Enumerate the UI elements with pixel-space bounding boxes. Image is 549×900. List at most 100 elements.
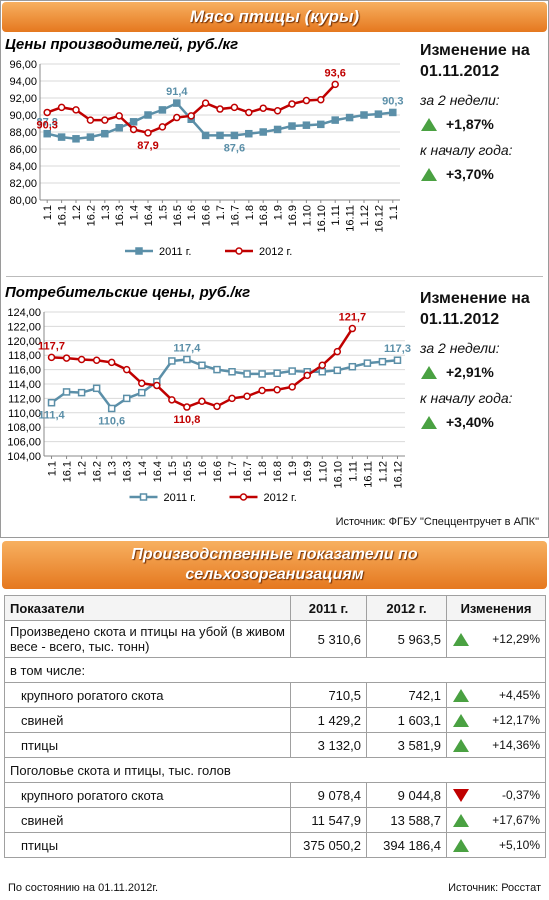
x-tick-label: 1.2 — [77, 461, 89, 476]
marker — [273, 125, 282, 134]
marker — [303, 371, 311, 380]
change-cell: +5,10% — [446, 832, 546, 858]
x-tick-label: 1.9 — [273, 205, 285, 220]
x-tick-label: 16.10 — [316, 205, 328, 233]
marker — [173, 99, 181, 107]
marker — [43, 129, 51, 138]
y-tick-label: 104,00 — [7, 451, 41, 463]
legend-label: 2011 г. — [164, 492, 196, 504]
x-tick-label: 16.10 — [332, 461, 344, 489]
up-arrow — [453, 632, 469, 646]
value-2012: 742,1 — [366, 682, 447, 708]
panel-change: +2,91% — [420, 364, 545, 380]
change-value: +17,67% — [492, 813, 540, 827]
data-label: 90,3 — [382, 95, 403, 107]
marker — [72, 106, 80, 114]
marker — [333, 347, 342, 356]
chart: Цены производителей, руб./кг 80,00 82,00 8… — [5, 36, 404, 258]
x-tick-label: 1.7 — [215, 205, 227, 220]
x-tick-label: 16.12 — [392, 461, 404, 489]
y-tick-label: 94,00 — [9, 76, 37, 88]
table-row: птицы 3 132,0 3 581,9 +14,36% — [4, 732, 546, 758]
arrow-shape — [453, 688, 469, 702]
marker — [345, 113, 354, 122]
x-tick-label: 16.8 — [258, 205, 270, 226]
marker — [168, 396, 176, 404]
marker — [216, 105, 224, 113]
x-tick-label: 1.12 — [359, 205, 371, 226]
marker — [122, 365, 131, 374]
value-2012: 9 044,8 — [366, 782, 447, 808]
panel-period: за 2 недели: — [420, 340, 500, 356]
change-value: +5,10% — [498, 838, 540, 852]
marker — [129, 118, 138, 126]
marker — [115, 112, 123, 120]
y-tick-label: 112,00 — [8, 393, 41, 405]
marker — [62, 354, 71, 362]
marker — [393, 356, 402, 364]
x-tick-label: 1.1 — [388, 205, 400, 220]
change-wrap: +12,29% — [452, 632, 540, 647]
source: Источник: ФГБУ "Спеццентручет в АПК" — [335, 516, 539, 528]
arrow-shape — [453, 838, 469, 852]
marker — [230, 103, 239, 112]
marker — [228, 368, 236, 376]
marker — [258, 370, 266, 378]
column-header: 2012 г. — [366, 595, 447, 621]
arrow-shape — [453, 738, 469, 752]
column-header: Показатели — [4, 595, 291, 621]
x-tick-label: 1.8 — [244, 205, 256, 220]
marker — [317, 120, 325, 129]
marker — [57, 103, 66, 112]
row-label: свиней — [4, 707, 291, 733]
row-label: свиней — [4, 807, 291, 833]
marker — [173, 113, 181, 122]
marker — [138, 388, 146, 397]
marker — [331, 116, 339, 124]
section-label: Поголовье скота и птицы, тыс. голов — [4, 757, 546, 783]
chart: Потребительские цены, руб./кг 104,00 106,… — [5, 284, 411, 504]
footnote: По состоянию на 01.11.2012г. — [8, 882, 159, 894]
marker — [302, 121, 311, 129]
chart-title: Цены производителей, руб./кг — [5, 36, 238, 53]
marker — [144, 129, 152, 137]
data-label: 121,7 — [339, 312, 367, 324]
y-tick-label: 90,00 — [9, 110, 37, 122]
value-2011: 5 310,6 — [290, 620, 367, 658]
marker — [302, 96, 311, 105]
y-tick-label: 96,00 — [9, 59, 37, 71]
x-tick-label: 16.6 — [201, 205, 213, 226]
data-label: 110,8 — [173, 414, 200, 426]
x-tick-label: 16.9 — [287, 205, 299, 226]
data-label: 117,4 — [173, 343, 201, 355]
change-cell: +14,36% — [446, 732, 546, 758]
change-value: +3,40% — [446, 414, 494, 430]
marker — [72, 135, 80, 143]
data-label: 111,4 — [38, 410, 65, 422]
marker — [259, 128, 267, 136]
y-tick-label: 114,00 — [8, 379, 41, 391]
legend-marker — [239, 493, 248, 501]
data-label: 87,8 — [36, 117, 57, 129]
row-label: крупного рогатого скота — [4, 782, 291, 808]
value-2011: 710,5 — [290, 682, 367, 708]
change-value: +14,36% — [492, 738, 540, 752]
value-2011: 9 078,4 — [290, 782, 367, 808]
data-label: 117,3 — [384, 343, 411, 355]
up-arrow — [453, 713, 469, 727]
change-cell: +12,29% — [446, 620, 546, 658]
marker — [317, 95, 325, 104]
marker — [363, 359, 372, 367]
legend-label: 2012 г. — [259, 246, 292, 258]
marker — [258, 386, 266, 395]
change-wrap: +12,17% — [452, 713, 540, 728]
marker — [57, 133, 66, 141]
y-tick-label: 92,00 — [9, 93, 37, 105]
legend-marker — [135, 247, 143, 255]
marker — [62, 388, 71, 396]
change-cell: +17,67% — [446, 807, 546, 833]
x-tick-label: 1.5 — [167, 461, 179, 476]
x-tick-label: 16.1 — [57, 205, 69, 226]
data-label: 87,6 — [224, 142, 245, 154]
table-wrap: Показатели 2011 г. 2012 г. Изменения Произве… — [4, 595, 546, 858]
